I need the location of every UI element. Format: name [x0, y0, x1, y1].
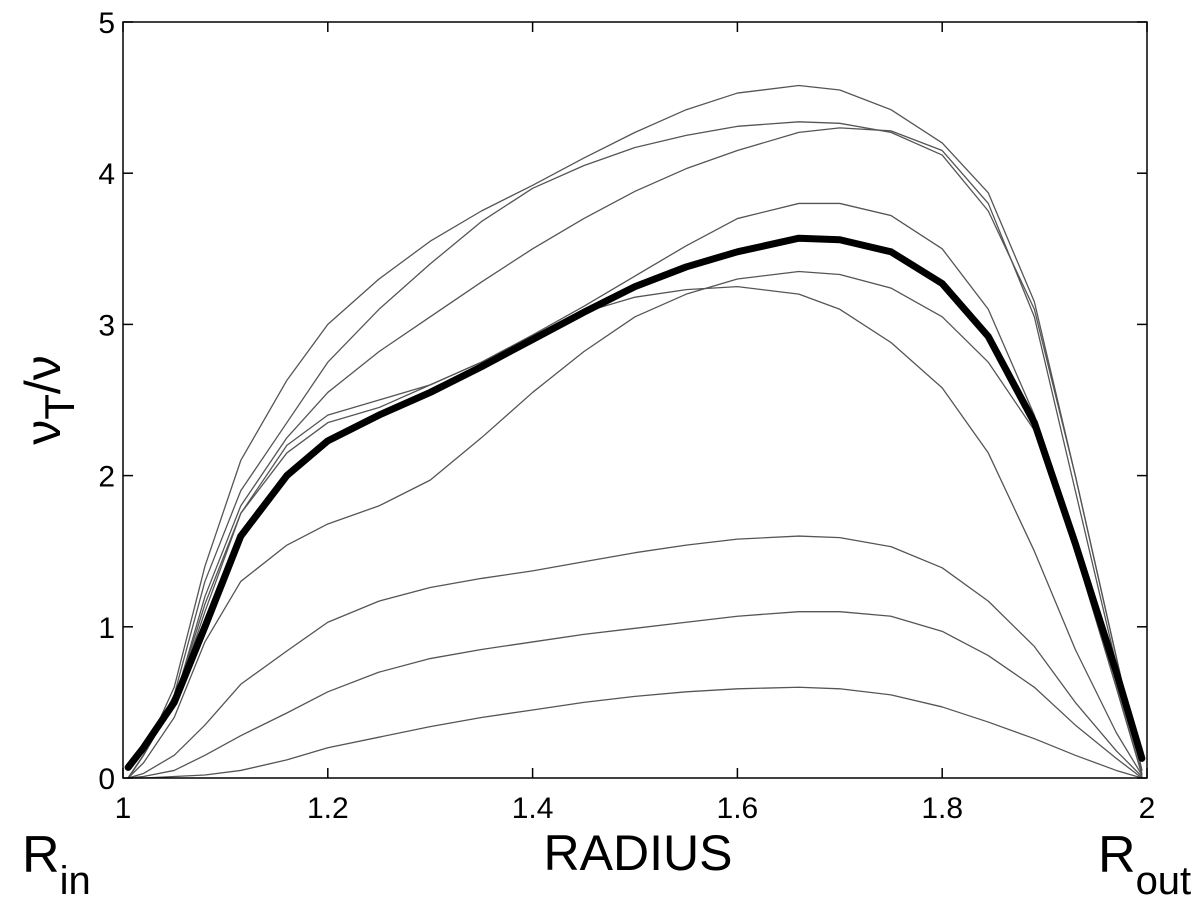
y-tick-label: 5 — [98, 7, 115, 40]
x-axis-label: RADIUS — [544, 825, 733, 881]
data-line — [127, 535, 1143, 779]
annotation-sub: in — [60, 859, 91, 899]
annotation-sub: out — [1136, 859, 1192, 899]
data-line — [127, 285, 1143, 779]
y-tick-label: 0 — [98, 763, 115, 796]
x-tick-label: 1 — [115, 792, 132, 825]
x-tick-label: 1.2 — [307, 792, 349, 825]
data-line — [127, 611, 1143, 779]
annotation-text: R — [1098, 826, 1136, 884]
data-line — [127, 121, 1143, 779]
y-tick-label: 1 — [98, 612, 115, 645]
y-tick-label: 2 — [98, 461, 115, 494]
x-tick-label: 1.6 — [717, 792, 759, 825]
y-tick-label: 3 — [98, 309, 115, 342]
annotation-text: R — [22, 826, 60, 884]
x-tick-label: 1.4 — [512, 792, 554, 825]
data-line — [127, 127, 1143, 779]
data-line — [127, 84, 1143, 779]
data-line — [124, 234, 1146, 771]
plot-frame — [122, 21, 1148, 779]
y-axis-label: νT/ν — [15, 355, 83, 445]
y-label-part: ν — [15, 420, 71, 445]
annotation: Rout — [1098, 826, 1191, 899]
x-tick-label: 1.8 — [921, 792, 963, 825]
x-tick-label: 2 — [1139, 792, 1156, 825]
annotation: Rin — [22, 826, 91, 899]
y-tick-label: 4 — [98, 158, 115, 191]
y-label-sub: T — [36, 394, 83, 420]
data-line — [127, 686, 1143, 779]
data-line — [127, 270, 1143, 779]
y-label-part: /ν — [15, 355, 71, 394]
